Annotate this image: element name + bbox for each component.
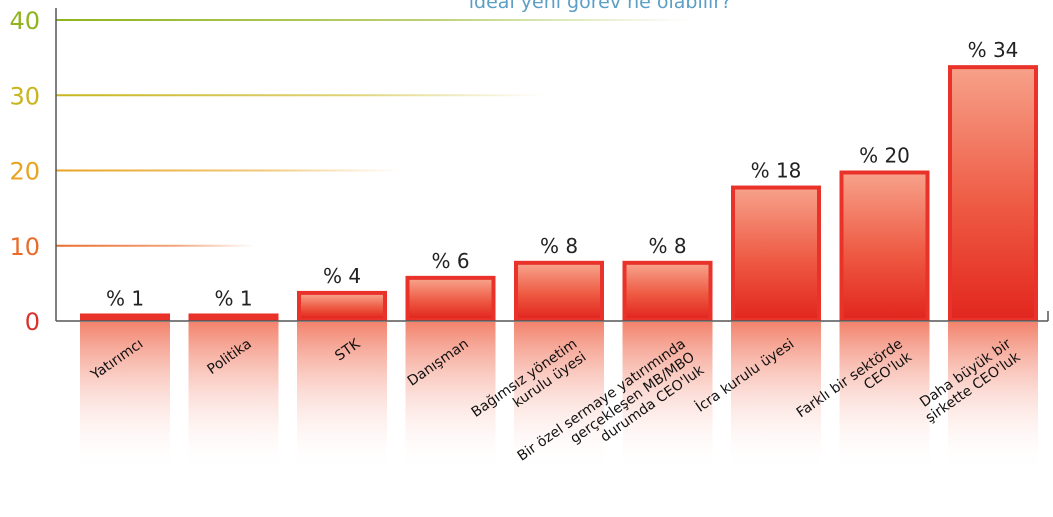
bar-value-label: % 1	[106, 286, 144, 310]
bar-reflection	[405, 322, 496, 472]
bar-value-label: % 8	[648, 234, 686, 258]
gridline-10	[56, 244, 255, 247]
bar-reflection	[731, 322, 821, 472]
chart-title: ideal yeni görev ne olabilir?	[468, 0, 732, 13]
bar	[514, 260, 604, 321]
y-tick-label: 10	[9, 233, 40, 261]
bar	[948, 65, 1038, 322]
bar	[839, 170, 930, 321]
bar-reflection	[622, 322, 713, 472]
bar	[297, 290, 387, 321]
bar	[80, 313, 170, 321]
bar	[405, 275, 496, 321]
bar	[731, 185, 821, 321]
bar-reflection	[948, 322, 1038, 472]
gridline-30	[56, 94, 545, 97]
bar-reflection	[839, 322, 930, 472]
bar	[622, 260, 713, 321]
gridline-20	[56, 169, 400, 172]
y-tick-label: 0	[25, 308, 40, 336]
bar-value-label: % 34	[968, 38, 1019, 62]
bar-value-label: % 1	[214, 286, 252, 310]
bar-value-label: % 8	[540, 234, 578, 258]
bar-value-label: % 4	[323, 264, 361, 288]
bar-reflection	[514, 322, 604, 472]
bar-reflection	[80, 322, 170, 472]
bar-value-label: % 20	[859, 144, 910, 168]
y-tick-label: 20	[9, 158, 40, 186]
gridline-40	[56, 19, 690, 21]
bar-value-label: % 6	[431, 249, 469, 273]
bar-reflection	[297, 322, 387, 472]
y-tick-label: 40	[9, 7, 40, 35]
y-tick-label: 30	[9, 82, 40, 110]
bar	[188, 313, 279, 321]
bar-value-label: % 18	[751, 159, 802, 183]
bar-reflection	[188, 322, 279, 472]
